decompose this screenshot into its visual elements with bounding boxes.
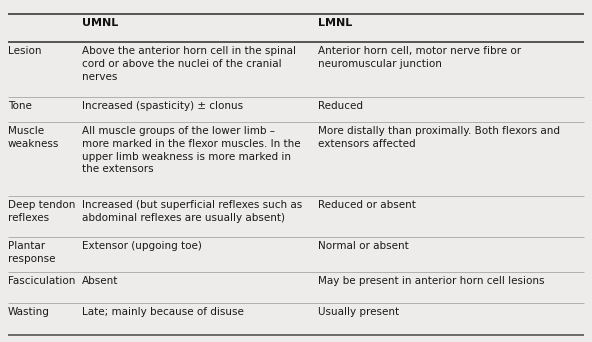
Text: Reduced or absent: Reduced or absent: [318, 200, 416, 210]
Text: Wasting: Wasting: [8, 307, 50, 317]
Text: More distally than proximally. Both flexors and
extensors affected: More distally than proximally. Both flex…: [318, 126, 560, 149]
Text: Increased (but superficial reflexes such as
abdominal reflexes are usually absen: Increased (but superficial reflexes such…: [82, 200, 303, 223]
Text: Anterior horn cell, motor nerve fibre or
neuromuscular junction: Anterior horn cell, motor nerve fibre or…: [318, 46, 521, 69]
Text: Increased (spasticity) ± clonus: Increased (spasticity) ± clonus: [82, 101, 243, 111]
Text: Reduced: Reduced: [318, 101, 363, 111]
Text: All muscle groups of the lower limb –
more marked in the flexor muscles. In the
: All muscle groups of the lower limb – mo…: [82, 126, 301, 174]
Text: Above the anterior horn cell in the spinal
cord or above the nuclei of the crani: Above the anterior horn cell in the spin…: [82, 46, 296, 82]
Text: LMNL: LMNL: [318, 18, 352, 28]
Text: Fasciculation: Fasciculation: [8, 276, 75, 286]
Text: Extensor (upgoing toe): Extensor (upgoing toe): [82, 241, 202, 251]
Text: Lesion: Lesion: [8, 46, 41, 56]
Text: Tone: Tone: [8, 101, 32, 111]
Text: Usually present: Usually present: [318, 307, 399, 317]
Text: UMNL: UMNL: [82, 18, 118, 28]
Text: Deep tendon
reflexes: Deep tendon reflexes: [8, 200, 75, 223]
Text: Muscle
weakness: Muscle weakness: [8, 126, 59, 149]
Text: Late; mainly because of disuse: Late; mainly because of disuse: [82, 307, 244, 317]
Text: May be present in anterior horn cell lesions: May be present in anterior horn cell les…: [318, 276, 545, 286]
Text: Absent: Absent: [82, 276, 118, 286]
Text: Plantar
response: Plantar response: [8, 241, 56, 264]
Text: Normal or absent: Normal or absent: [318, 241, 408, 251]
